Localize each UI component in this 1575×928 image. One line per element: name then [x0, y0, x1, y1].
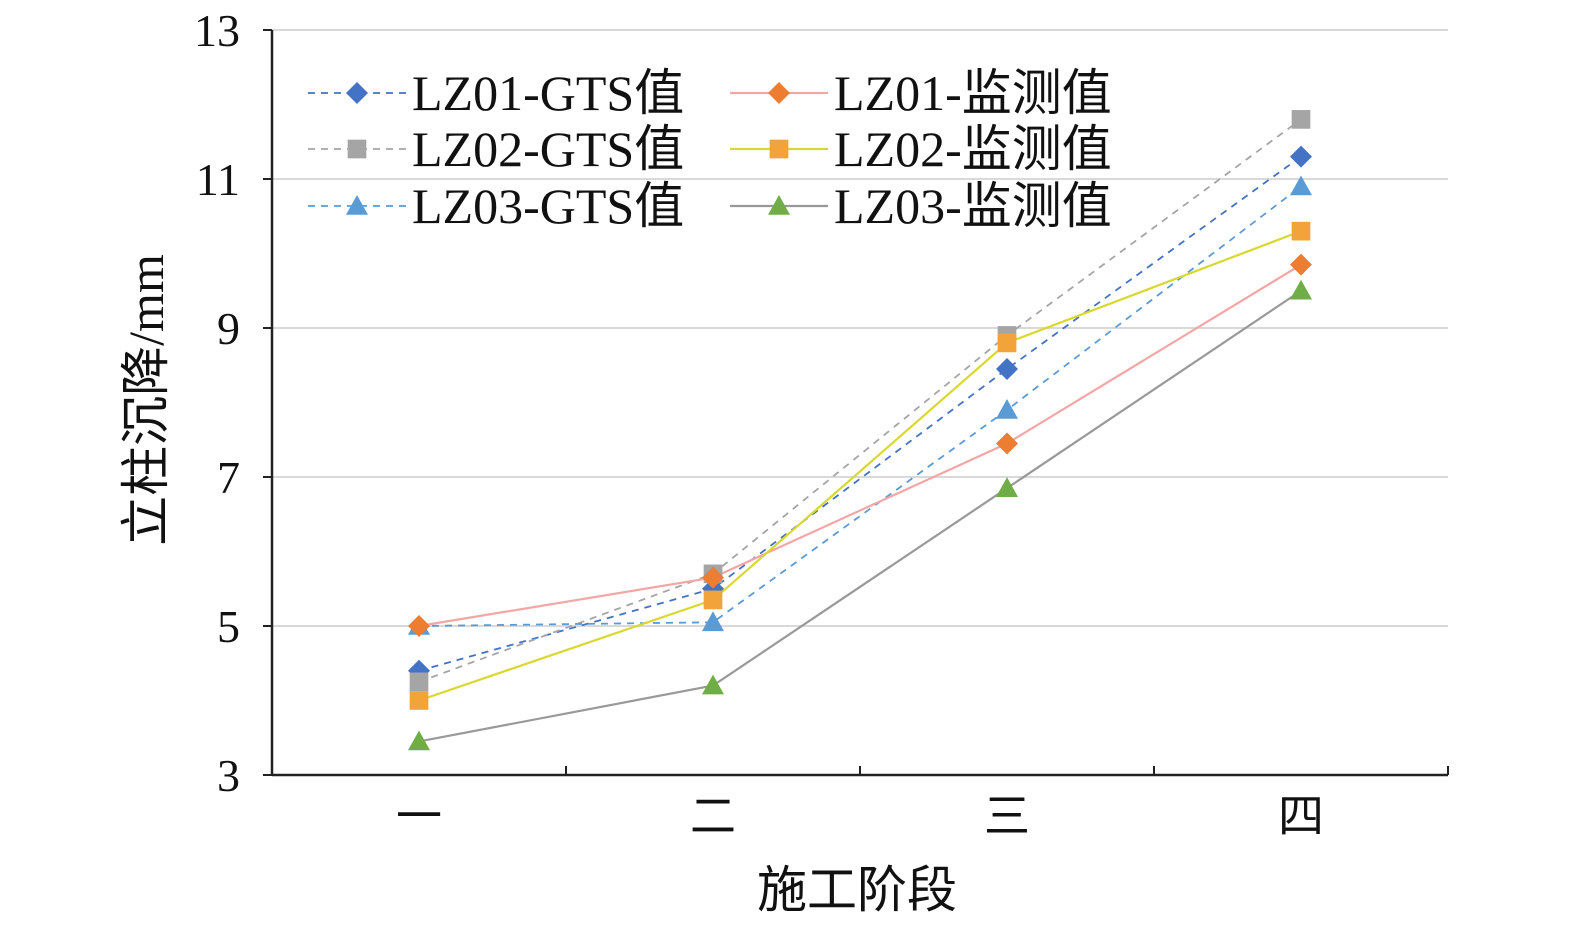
series-line	[418, 185, 1302, 627]
legend-label: LZ01-监测值	[834, 65, 1112, 121]
axes	[263, 29, 1449, 777]
legend-marker	[346, 82, 368, 104]
series-line	[418, 263, 1302, 628]
y-tick-label: 9	[217, 303, 240, 354]
legend-marker	[768, 195, 790, 215]
y-tick-label: 13	[194, 5, 240, 56]
data-point	[409, 691, 429, 710]
x-tick-label: 一	[396, 791, 442, 842]
data-point	[1290, 279, 1312, 300]
legend-marker	[347, 139, 367, 159]
x-tick-label: 三	[984, 791, 1030, 842]
data-point	[408, 615, 430, 637]
data-point	[1290, 253, 1312, 276]
legend-label: LZ03-GTS值	[412, 178, 684, 234]
data-point	[408, 730, 430, 751]
data-point	[996, 432, 1018, 455]
series-line	[418, 118, 1302, 683]
x-tick-label: 二	[690, 791, 736, 842]
data-point	[996, 357, 1018, 380]
data-point	[1291, 221, 1311, 241]
legend-label: LZ02-监测值	[834, 121, 1112, 177]
y-axis-title: 立柱沉降/mm	[118, 254, 174, 546]
series-line	[418, 289, 1302, 743]
series-line	[418, 230, 1302, 702]
y-tick-label: 7	[217, 452, 240, 503]
data-point	[996, 477, 1018, 497]
legend-label: LZ02-GTS值	[412, 121, 684, 177]
data-point	[409, 672, 429, 692]
data-point	[702, 566, 724, 589]
x-axis-title: 施工阶段	[757, 862, 957, 918]
data-point	[702, 674, 724, 695]
data-point	[703, 590, 723, 610]
y-tick-label: 3	[217, 750, 240, 801]
legend-marker	[346, 195, 368, 215]
legend: LZ01-GTS值 LZ01-监测值 LZ02-GTS值 LZ02-监测值 LZ03-G…	[308, 65, 1112, 234]
gridlines	[272, 29, 1448, 627]
legend-marker	[768, 82, 790, 104]
y-tick-label: 11	[196, 154, 240, 205]
y-tick-label: 5	[217, 601, 240, 652]
data-point	[1290, 145, 1312, 168]
legend-label: LZ01-GTS值	[412, 65, 684, 121]
series-markers	[408, 110, 1312, 751]
data-point	[996, 398, 1018, 419]
x-tick-label: 四	[1278, 791, 1324, 842]
data-point	[1291, 110, 1311, 129]
data-point	[1290, 175, 1312, 196]
legend-label: LZ03-监测值	[834, 178, 1112, 234]
data-point	[997, 333, 1017, 353]
series-lines	[418, 118, 1302, 743]
tick-labels: 3 5 7 9 11 13 一 二 三 四	[194, 5, 1324, 842]
legend-marker	[769, 139, 789, 159]
data-point	[702, 611, 724, 632]
